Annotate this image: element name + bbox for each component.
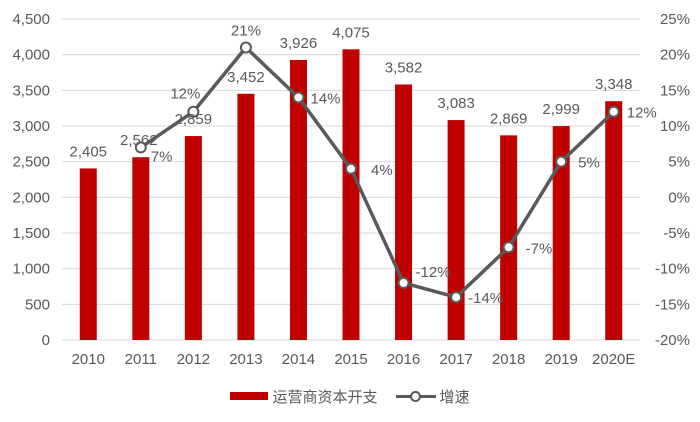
right-axis-tick-label: -15% [655, 296, 690, 313]
bar[interactable] [79, 168, 97, 340]
left-axis-tick-label: 2,500 [12, 154, 50, 171]
x-axis-ticks: 2010 2011 2012 2013 2014 2015 2016 2017 2018 2019… [72, 351, 636, 368]
bar-data-label: 3,926 [280, 35, 318, 52]
right-axis-ticks: -20% -15% -10% -5% 0% 5% 10% 15% 20% 25% [655, 11, 690, 349]
left-axis-ticks: 0 500 1,000 1,500 2,000 2,500 3,000 3,500 4,000 4… [12, 11, 50, 349]
right-axis-tick-label: -10% [655, 261, 690, 278]
legend-label-growth: 增速 [439, 387, 470, 406]
line-marker[interactable] [555, 155, 568, 168]
right-axis-tick-label: 15% [660, 82, 690, 99]
bar-data-label: 2,859 [175, 111, 213, 128]
left-axis-tick-label: 2,000 [12, 189, 50, 206]
line-marker[interactable] [607, 105, 620, 118]
bar[interactable] [184, 136, 202, 340]
bar-data-label: 2,999 [542, 101, 580, 118]
bar-swatch-icon [230, 392, 269, 400]
bar-data-label: 3,452 [227, 69, 265, 86]
bar[interactable] [237, 93, 255, 341]
bar-data-label: 2,869 [490, 110, 528, 127]
right-axis-tick-label: 0% [668, 189, 690, 206]
line-data-label: 14% [310, 90, 340, 107]
right-axis-tick-label: 10% [660, 118, 690, 135]
bar[interactable] [395, 84, 413, 340]
line-marker[interactable] [292, 91, 305, 104]
right-axis-tick-label: 5% [668, 154, 690, 171]
right-axis-tick-label: -5% [663, 225, 690, 242]
x-axis-tick-label: 2014 [282, 351, 315, 368]
x-axis-tick-label: 2018 [492, 351, 525, 368]
bar[interactable] [605, 101, 623, 341]
legend-item-capex[interactable]: 运营商资本开支 [230, 386, 378, 407]
line-marker[interactable] [502, 241, 515, 254]
line-data-label: -7% [526, 240, 553, 257]
line-data-label: -14% [468, 290, 503, 307]
line-marker[interactable] [239, 41, 252, 54]
right-axis-tick-label: -20% [655, 332, 690, 349]
bar[interactable] [447, 120, 465, 340]
bar-data-label: 2,562 [120, 132, 158, 149]
combo-chart: 0 500 1,000 1,500 2,000 2,500 3,000 3,500 4,000 4… [12, 11, 690, 368]
line-data-label: 7% [151, 148, 173, 165]
bar[interactable] [342, 49, 360, 341]
x-axis-tick-label: 2020E [592, 351, 635, 368]
bar[interactable] [552, 126, 570, 340]
bar-data-labels: 2,405 2,562 2,859 3,452 3,926 4,075 3,582 3,083… [69, 24, 632, 160]
x-axis-tick-label: 2012 [177, 351, 210, 368]
right-axis-tick-label: 25% [660, 11, 690, 28]
x-axis-tick-label: 2015 [334, 351, 367, 368]
legend: 运营商资本开支 增速 [0, 384, 700, 408]
left-axis-tick-label: 1,500 [12, 225, 50, 242]
line-marker[interactable] [134, 141, 147, 154]
line-marker[interactable] [397, 276, 410, 289]
left-axis-tick-label: 4,000 [12, 47, 50, 64]
line-data-label: 5% [578, 155, 600, 172]
x-axis-tick-label: 2010 [72, 351, 105, 368]
bar[interactable] [289, 59, 307, 340]
left-axis-tick-label: 500 [25, 296, 50, 313]
line-data-labels: 7% 12% 21% 14% 4% -12% -14% -7% 5% 12% [151, 23, 657, 308]
left-axis-tick-label: 0 [42, 332, 50, 349]
bar-data-label: 2,405 [69, 143, 107, 160]
line-marker[interactable] [345, 162, 357, 175]
line-data-label: 4% [371, 162, 393, 179]
line-data-label: 12% [627, 105, 657, 122]
bar-data-label: 3,582 [385, 59, 423, 76]
line-marker-swatch-icon [395, 390, 436, 402]
x-axis-tick-label: 2017 [439, 351, 472, 368]
x-axis-tick-label: 2016 [387, 351, 420, 368]
bar[interactable] [132, 157, 150, 340]
left-axis-tick-label: 3,500 [12, 82, 50, 99]
line-marker[interactable] [450, 291, 463, 304]
x-axis-tick-label: 2011 [125, 351, 157, 368]
left-axis-tick-label: 3,000 [12, 118, 50, 135]
bar-data-label: 3,083 [437, 95, 475, 112]
line-series [134, 41, 620, 304]
line-data-label: 12% [170, 86, 200, 103]
left-axis-tick-label: 4,500 [12, 11, 50, 28]
bar[interactable] [500, 135, 518, 340]
line-marker[interactable] [187, 105, 200, 118]
legend-label-capex: 运营商资本开支 [272, 387, 378, 406]
left-axis-tick-label: 1,000 [12, 261, 50, 278]
bar-data-label: 3,348 [595, 76, 633, 93]
x-axis-tick-label: 2019 [544, 351, 577, 368]
line-data-label: -12% [416, 264, 451, 281]
legend-item-growth[interactable]: 增速 [395, 386, 470, 407]
x-axis-tick-label: 2013 [229, 351, 262, 368]
line-data-label: 21% [231, 23, 261, 40]
growth-line [139, 45, 615, 299]
bar-series [79, 49, 623, 341]
right-axis-tick-label: 20% [660, 47, 690, 64]
bar-data-label: 4,075 [332, 24, 370, 41]
